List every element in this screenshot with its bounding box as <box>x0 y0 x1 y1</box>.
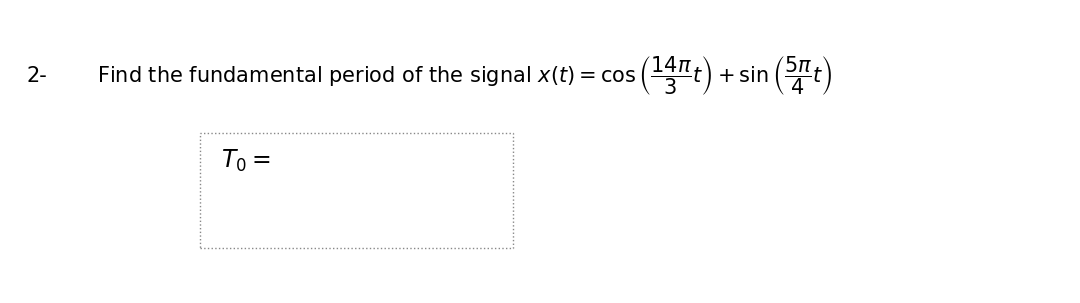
Text: Find the fundamental period of the signal $x(t) = \cos\left(\dfrac{14\pi}{3}t\ri: Find the fundamental period of the signa… <box>97 54 833 97</box>
Text: 2-: 2- <box>27 66 48 86</box>
Text: $T_0=$: $T_0=$ <box>221 148 271 174</box>
Bar <box>200 133 513 248</box>
